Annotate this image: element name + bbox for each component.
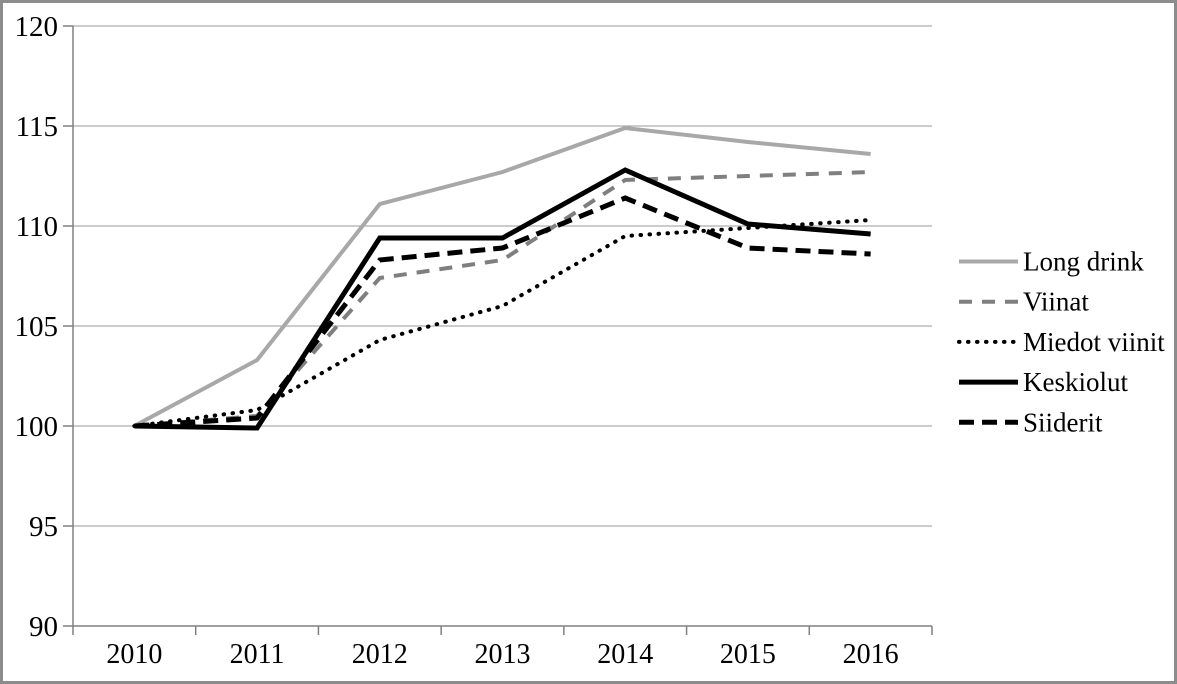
series-line-viinat bbox=[134, 170, 871, 428]
legend-label: Keskiolut bbox=[1023, 367, 1128, 397]
legend: Long drink Viinat Miedot viinit Keskiolut Si… bbox=[957, 247, 1165, 437]
series-line-miedot-viinit bbox=[132, 218, 873, 428]
x-tick-label: 2013 bbox=[475, 639, 531, 670]
line-chart: 90 95 100 105 110 115 120 2010 2011 2012 2013 2014… bbox=[3, 3, 1174, 681]
x-tick-marks bbox=[72, 626, 933, 635]
gridlines bbox=[73, 25, 932, 527]
x-tick-label: 2016 bbox=[843, 639, 899, 670]
y-tick-label: 95 bbox=[29, 511, 58, 543]
data-series bbox=[132, 125, 873, 431]
series-line-keskiolut bbox=[134, 167, 871, 431]
legend-label: Long drink bbox=[1023, 247, 1144, 277]
x-axis-labels: 2010 2011 2012 2013 2014 2015 2016 bbox=[106, 639, 898, 670]
y-tick-label: 100 bbox=[15, 411, 59, 443]
series-line-long-drink bbox=[133, 125, 871, 428]
y-tick-label: 120 bbox=[15, 11, 59, 43]
y-tick-label: 110 bbox=[16, 211, 58, 243]
y-tick-label: 115 bbox=[16, 111, 58, 143]
legend-label: Siiderit bbox=[1023, 407, 1103, 437]
chart-canvas: 90 95 100 105 110 115 120 2010 2011 2012 2013 2014… bbox=[15, 11, 1166, 670]
series-line-siiderit bbox=[134, 195, 871, 429]
y-axis-labels: 90 95 100 105 110 115 120 bbox=[15, 11, 59, 643]
x-tick-label: 2011 bbox=[230, 639, 285, 670]
x-tick-label: 2010 bbox=[106, 639, 162, 670]
x-tick-label: 2015 bbox=[720, 639, 776, 670]
y-tick-label: 105 bbox=[15, 311, 59, 343]
y-tick-marks bbox=[63, 25, 73, 627]
legend-label: Miedot viinit bbox=[1023, 327, 1165, 357]
x-tick-label: 2012 bbox=[352, 639, 408, 670]
y-tick-label: 90 bbox=[29, 611, 58, 643]
x-tick-label: 2014 bbox=[597, 639, 653, 670]
legend-label: Viinat bbox=[1023, 287, 1089, 317]
